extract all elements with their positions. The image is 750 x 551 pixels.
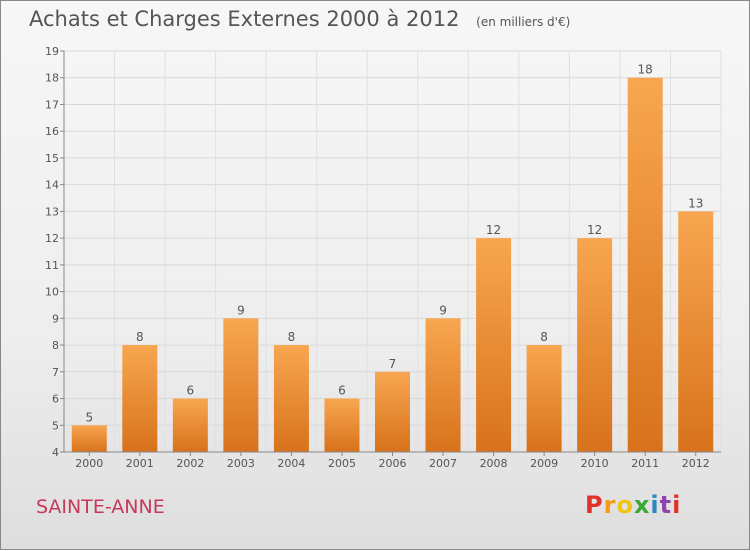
bar-value-label: 12 bbox=[587, 223, 602, 237]
logo-letter: t bbox=[659, 491, 673, 519]
y-tick-label: 15 bbox=[45, 152, 59, 165]
chart-title: Achats et Charges Externes 2000 à 2012 (… bbox=[29, 7, 570, 31]
y-tick-label: 16 bbox=[45, 125, 59, 138]
bar bbox=[375, 371, 410, 452]
y-tick-label: 7 bbox=[52, 366, 59, 379]
x-tick-label: 2001 bbox=[126, 457, 154, 470]
y-tick-label: 9 bbox=[52, 312, 59, 325]
bar-value-label: 9 bbox=[237, 303, 245, 317]
bar bbox=[476, 238, 512, 452]
bar-value-label: 8 bbox=[540, 330, 548, 344]
chart-title-text: Achats et Charges Externes 2000 à 2012 bbox=[29, 7, 460, 31]
x-tick-label: 2004 bbox=[277, 457, 305, 470]
x-tick-label: 2006 bbox=[379, 457, 407, 470]
x-tick-label: 2003 bbox=[227, 457, 255, 470]
x-tick-label: 2002 bbox=[176, 457, 204, 470]
bar bbox=[223, 318, 259, 452]
bar bbox=[627, 77, 663, 452]
logo-letter: i bbox=[672, 491, 682, 519]
x-tick-label: 2011 bbox=[631, 457, 659, 470]
y-tick-label: 11 bbox=[45, 259, 59, 272]
bar bbox=[526, 345, 562, 452]
y-tick-label: 17 bbox=[45, 98, 59, 111]
proxiti-logo[interactable]: Proxiti bbox=[585, 491, 681, 519]
bar-value-label: 18 bbox=[638, 63, 653, 77]
bar-value-label: 9 bbox=[439, 303, 447, 317]
y-tick-label: 4 bbox=[52, 446, 59, 459]
y-tick-label: 8 bbox=[52, 339, 59, 352]
bar bbox=[324, 398, 360, 452]
bar-value-label: 8 bbox=[288, 330, 296, 344]
bar bbox=[122, 345, 158, 452]
bar-value-label: 12 bbox=[486, 223, 501, 237]
y-tick-label: 18 bbox=[45, 72, 59, 85]
x-tick-label: 2007 bbox=[429, 457, 457, 470]
bar-value-label: 7 bbox=[389, 357, 397, 371]
y-tick-label: 19 bbox=[45, 45, 59, 58]
x-tick-label: 2010 bbox=[581, 457, 609, 470]
x-tick-label: 2000 bbox=[75, 457, 103, 470]
city-name: SAINTE-ANNE bbox=[36, 496, 165, 518]
bar-value-label: 13 bbox=[688, 196, 703, 210]
logo-letter: r bbox=[603, 491, 617, 519]
bar-value-label: 8 bbox=[136, 330, 144, 344]
x-tick-label: 2005 bbox=[328, 457, 356, 470]
bar bbox=[172, 398, 208, 452]
y-tick-label: 12 bbox=[45, 232, 59, 245]
logo-letter: P bbox=[585, 491, 604, 519]
bar-value-label: 6 bbox=[187, 384, 195, 398]
logo-letter: x bbox=[633, 491, 651, 519]
x-tick-label: 2008 bbox=[480, 457, 508, 470]
chart-unit: (en milliers d'€) bbox=[476, 15, 571, 29]
bar-value-label: 6 bbox=[338, 384, 346, 398]
bar bbox=[425, 318, 461, 452]
logo-letter: o bbox=[616, 491, 634, 519]
y-tick-label: 10 bbox=[45, 286, 59, 299]
x-tick-label: 2009 bbox=[530, 457, 558, 470]
y-tick-label: 14 bbox=[45, 179, 59, 192]
y-tick-label: 6 bbox=[52, 393, 59, 406]
y-tick-label: 5 bbox=[52, 419, 59, 432]
x-tick-label: 2012 bbox=[682, 457, 710, 470]
y-tick-label: 13 bbox=[45, 205, 59, 218]
bar-value-label: 5 bbox=[85, 410, 93, 424]
logo-letter: i bbox=[650, 491, 660, 519]
bar bbox=[71, 425, 107, 452]
bar bbox=[273, 345, 309, 452]
bar bbox=[678, 211, 714, 452]
bar bbox=[577, 238, 613, 452]
